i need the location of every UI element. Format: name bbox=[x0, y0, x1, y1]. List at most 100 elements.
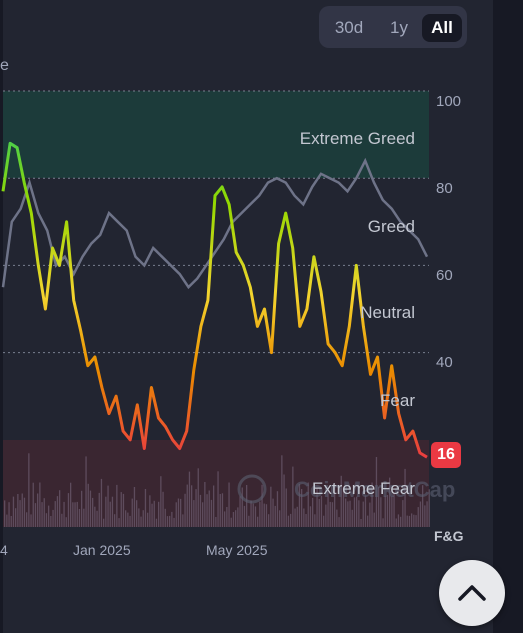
volume-bar bbox=[397, 514, 400, 527]
current-score-badge: 16 bbox=[431, 442, 461, 469]
volume-bar bbox=[226, 507, 228, 527]
volume-bar bbox=[23, 497, 26, 527]
volume-bar bbox=[32, 482, 34, 527]
volume-bar bbox=[195, 489, 197, 527]
market-index-line bbox=[1, 157, 429, 290]
scroll-to-top-button[interactable] bbox=[439, 560, 505, 626]
extreme-greed-zone bbox=[3, 91, 429, 178]
volume-bar bbox=[4, 500, 6, 527]
volume-bar bbox=[276, 491, 279, 527]
volume-bar bbox=[107, 485, 109, 527]
range-1y-button[interactable]: 1y bbox=[390, 18, 408, 37]
volume-bar bbox=[114, 514, 116, 527]
volume-bar bbox=[197, 468, 199, 527]
volume-bar bbox=[353, 497, 356, 527]
zone-label-fear: Fear bbox=[380, 391, 415, 410]
volume-bar bbox=[327, 490, 329, 527]
volume-bar bbox=[292, 466, 294, 527]
volume-bar bbox=[426, 501, 428, 527]
volume-bar bbox=[369, 502, 371, 527]
volume-bar bbox=[26, 512, 28, 527]
volume-bar bbox=[131, 498, 133, 527]
range-all-button[interactable]: All bbox=[422, 14, 462, 42]
volume-bar bbox=[364, 495, 367, 527]
chevron-up-icon bbox=[458, 585, 486, 601]
volume-bar bbox=[65, 517, 67, 527]
volume-bar bbox=[287, 515, 290, 527]
volume-bar bbox=[340, 475, 342, 527]
volume-bar bbox=[138, 508, 140, 527]
volume-bar bbox=[294, 508, 296, 527]
volume-bar bbox=[298, 484, 301, 527]
volume-bar bbox=[144, 489, 147, 527]
volume-bar bbox=[318, 499, 320, 527]
volume-bar bbox=[243, 505, 246, 527]
volume-bar bbox=[406, 515, 408, 527]
y-tick-100: 100 bbox=[436, 93, 461, 110]
volume-bar bbox=[415, 515, 417, 527]
volume-bar bbox=[105, 496, 107, 527]
volume-bar bbox=[50, 516, 52, 527]
volume-bar bbox=[193, 500, 195, 527]
volume-bar bbox=[111, 496, 114, 527]
volume-bar bbox=[52, 509, 54, 527]
volume-bar bbox=[191, 485, 193, 527]
volume-bar bbox=[232, 512, 235, 527]
volume-bar bbox=[133, 487, 136, 527]
volume-bar bbox=[8, 502, 10, 527]
volume-bar bbox=[67, 493, 70, 527]
volume-bar bbox=[402, 500, 404, 527]
volume-bar bbox=[283, 474, 285, 527]
volume-bar bbox=[367, 515, 369, 527]
volume-bar bbox=[246, 485, 248, 527]
volume-bar bbox=[417, 507, 419, 527]
volume-bar bbox=[45, 513, 48, 527]
volume-bar bbox=[259, 501, 261, 527]
volume-bar bbox=[72, 502, 74, 527]
volume-bar bbox=[375, 457, 378, 527]
volume-bar bbox=[281, 455, 283, 527]
volume-bar bbox=[338, 517, 340, 527]
volume-bar bbox=[314, 514, 316, 527]
volume-bar bbox=[215, 517, 217, 527]
volume-bar bbox=[78, 509, 81, 527]
range-30d-button[interactable]: 30d bbox=[334, 18, 364, 37]
volume-bar bbox=[334, 485, 336, 527]
coinmarketcap-logo-icon bbox=[237, 474, 267, 504]
volume-bar bbox=[43, 498, 45, 527]
volume-bar bbox=[56, 496, 59, 527]
volume-bar bbox=[85, 456, 87, 527]
volume-bar bbox=[331, 502, 334, 527]
volume-bar bbox=[391, 496, 393, 527]
volume-bar bbox=[248, 515, 250, 527]
volume-bar bbox=[411, 513, 413, 527]
volume-bar bbox=[41, 502, 43, 527]
volume-bar bbox=[382, 518, 384, 527]
volume-bar bbox=[360, 519, 362, 527]
watermark-text: CoinMarketCap bbox=[294, 477, 455, 502]
fear-greed-line bbox=[1, 141, 428, 459]
volume-bar bbox=[268, 514, 270, 527]
volume-bar bbox=[309, 506, 312, 527]
volume-bar bbox=[54, 501, 56, 527]
volume-bar bbox=[356, 496, 358, 527]
volume-bar bbox=[239, 496, 241, 527]
volume-bar bbox=[202, 502, 204, 527]
volume-bar bbox=[122, 493, 125, 527]
volume-axis-label: F&G bbox=[434, 528, 464, 544]
volume-bar bbox=[378, 486, 380, 527]
volume-bar bbox=[109, 501, 111, 527]
volume-bar bbox=[349, 500, 351, 527]
volume-bar bbox=[149, 495, 151, 527]
volume-bar bbox=[76, 501, 78, 527]
volume-bar bbox=[316, 487, 318, 527]
volume-bar bbox=[177, 498, 180, 527]
volume-bar bbox=[87, 483, 89, 527]
volume-bar bbox=[182, 514, 184, 527]
extreme-fear-zone bbox=[3, 440, 429, 527]
volume-bar bbox=[21, 493, 23, 527]
volume-bar bbox=[17, 494, 19, 527]
volume-bar bbox=[83, 508, 85, 527]
volume-bar bbox=[257, 516, 259, 527]
volume-bar bbox=[162, 491, 164, 527]
